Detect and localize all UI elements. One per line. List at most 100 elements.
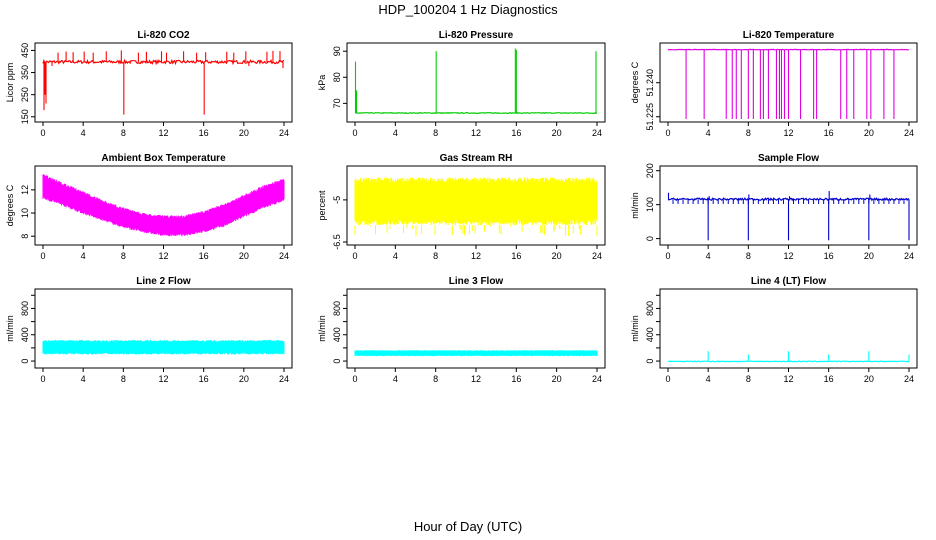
- x-tick-label: 0: [40, 128, 45, 138]
- x-tick-label: 24: [904, 374, 914, 384]
- panel-line-4-lt-flow: Line 4 (LT) Flow 0 4 8 12 16 20 24 0 400 800 ml/min: [630, 276, 918, 384]
- series-ambient-box-temperature: [42, 174, 285, 237]
- x-tick-label: 0: [665, 251, 670, 261]
- y-tick-label: 400: [332, 327, 342, 342]
- x-tick-label: 20: [864, 128, 874, 138]
- y-axis-label: ml/min: [5, 315, 15, 342]
- panel-li-820-pressure: Li-820 Pressure 0 4 8 12 16 20 24 70 80 90 kPa: [317, 30, 606, 138]
- x-tick-label: 8: [121, 374, 126, 384]
- x-tick-label: 4: [706, 251, 711, 261]
- y-axis-label: ml/min: [317, 315, 327, 342]
- x-tick-label: 0: [665, 128, 670, 138]
- y-tick-label: 51.240: [645, 69, 655, 97]
- x-tick-label: 12: [471, 251, 481, 261]
- x-tick-label: 16: [199, 374, 209, 384]
- x-tick-label: 24: [592, 374, 602, 384]
- y-tick-label: 800: [332, 301, 342, 316]
- x-tick-label: 4: [393, 128, 398, 138]
- x-tick-label: 24: [279, 128, 289, 138]
- panel-gas-stream-rh: Gas Stream RH 0 4 8 12 16 20 24 -6.5 -5 percent: [317, 153, 606, 261]
- y-tick-label: 0: [645, 359, 655, 364]
- x-tick-label: 8: [746, 251, 751, 261]
- y-tick-label: 12: [20, 185, 30, 195]
- y-axis-label: kPa: [317, 75, 327, 91]
- x-tick-label: 24: [904, 128, 914, 138]
- x-tick-label: 24: [592, 128, 602, 138]
- figure-xlabel: Hour of Day (UTC): [414, 519, 522, 534]
- y-axis-label: Licor ppm: [5, 63, 15, 103]
- x-tick-label: 4: [393, 251, 398, 261]
- x-tick-label: 16: [511, 374, 521, 384]
- y-tick-label: 400: [645, 327, 655, 342]
- x-tick-label: 12: [783, 374, 793, 384]
- y-tick-label: 10: [20, 208, 30, 218]
- x-tick-label: 8: [746, 374, 751, 384]
- series-gas-stream-rh: [354, 177, 598, 237]
- series-line-2-flow: [42, 340, 285, 355]
- y-tick-label: -6.5: [332, 234, 342, 250]
- x-tick-label: 4: [393, 374, 398, 384]
- series-line-4-lt-flow: [667, 351, 910, 363]
- x-tick-label: 20: [864, 251, 874, 261]
- y-tick-label: 8: [20, 234, 30, 239]
- x-tick-label: 0: [352, 128, 357, 138]
- x-tick-label: 4: [706, 128, 711, 138]
- panel-title: Li-820 CO2: [137, 30, 190, 41]
- x-tick-label: 8: [433, 128, 438, 138]
- x-tick-label: 12: [471, 128, 481, 138]
- y-tick-label: 0: [332, 359, 342, 364]
- band-trace: [42, 174, 285, 237]
- y-tick-label: 70: [332, 98, 342, 108]
- series-li-820-pressure: [354, 48, 598, 115]
- x-tick-label: 16: [824, 251, 834, 261]
- x-tick-label: 20: [552, 374, 562, 384]
- y-tick-label: 100: [645, 197, 655, 212]
- x-tick-label: 12: [158, 374, 168, 384]
- y-tick-label: 800: [20, 301, 30, 316]
- y-tick-label: 200: [645, 163, 655, 178]
- x-tick-label: 20: [239, 128, 249, 138]
- x-tick-label: 4: [81, 128, 86, 138]
- y-tick-label: 80: [332, 72, 342, 82]
- x-tick-label: 0: [352, 374, 357, 384]
- x-tick-label: 8: [433, 374, 438, 384]
- y-tick-label: 250: [20, 87, 30, 102]
- band-trace: [354, 350, 598, 357]
- x-tick-label: 4: [706, 374, 711, 384]
- x-tick-label: 8: [121, 251, 126, 261]
- x-tick-label: 8: [746, 128, 751, 138]
- panel-line-3-flow: Line 3 Flow 0 4 8 12 16 20 24 0 400 800 ml/min: [317, 276, 606, 384]
- panel-title: Li-820 Pressure: [439, 30, 514, 41]
- x-tick-label: 12: [471, 374, 481, 384]
- x-tick-label: 0: [40, 374, 45, 384]
- panels: Li-820 CO2 0 4 8 12 16 20 24 150 250 350 450 Licor p…: [5, 30, 918, 384]
- x-tick-label: 12: [783, 128, 793, 138]
- x-tick-label: 16: [511, 128, 521, 138]
- y-tick-label: 90: [332, 46, 342, 56]
- x-tick-label: 16: [511, 251, 521, 261]
- band-trace: [42, 340, 285, 355]
- panel-title: Ambient Box Temperature: [101, 153, 226, 164]
- x-tick-label: 16: [199, 128, 209, 138]
- x-tick-label: 4: [81, 251, 86, 261]
- y-axis-label: degrees C: [630, 61, 640, 103]
- x-tick-label: 4: [81, 374, 86, 384]
- series-sample-flow: [667, 191, 910, 241]
- panel-title: Line 4 (LT) Flow: [751, 276, 827, 287]
- plot-frame: [346, 288, 606, 369]
- x-tick-label: 16: [824, 374, 834, 384]
- y-tick-label: 51.225: [645, 103, 655, 131]
- x-tick-label: 24: [279, 251, 289, 261]
- x-tick-label: 20: [239, 374, 249, 384]
- x-tick-label: 20: [552, 251, 562, 261]
- x-tick-label: 20: [239, 251, 249, 261]
- baseline-trace: [42, 58, 285, 66]
- panel-title: Line 3 Flow: [449, 276, 504, 287]
- x-tick-label: 12: [158, 128, 168, 138]
- baseline-trace: [354, 111, 598, 115]
- band-trace: [354, 177, 598, 237]
- panel-li-820-temperature: Li-820 Temperature 0 4 8 12 16 20 24 51.225 51.24…: [630, 30, 918, 138]
- y-tick-label: 0: [20, 359, 30, 364]
- y-axis-label: ml/min: [630, 192, 640, 219]
- series-line-3-flow: [354, 350, 598, 357]
